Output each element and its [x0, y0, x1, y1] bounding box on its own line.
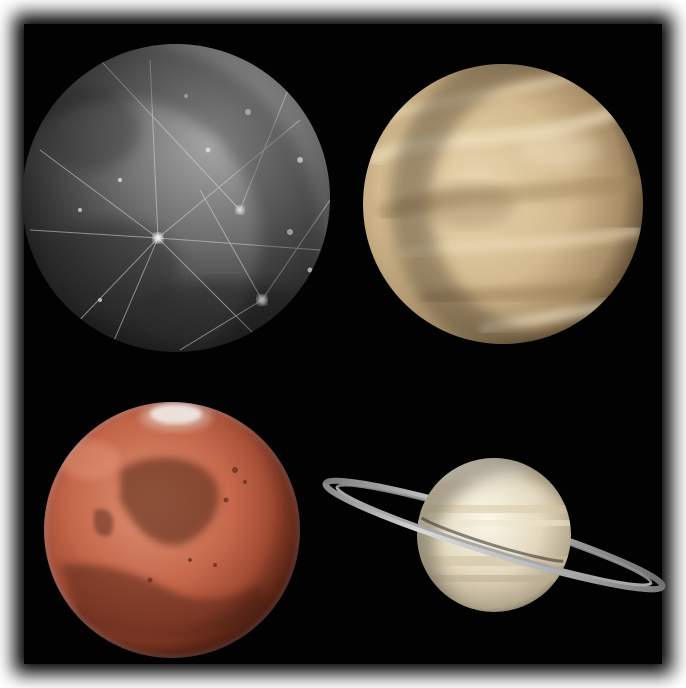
saturn-planet	[322, 458, 666, 612]
mars-planet	[44, 402, 300, 658]
saturn-rings-front	[322, 482, 666, 593]
mercury-planet	[22, 44, 330, 352]
venus-planet	[363, 64, 643, 344]
